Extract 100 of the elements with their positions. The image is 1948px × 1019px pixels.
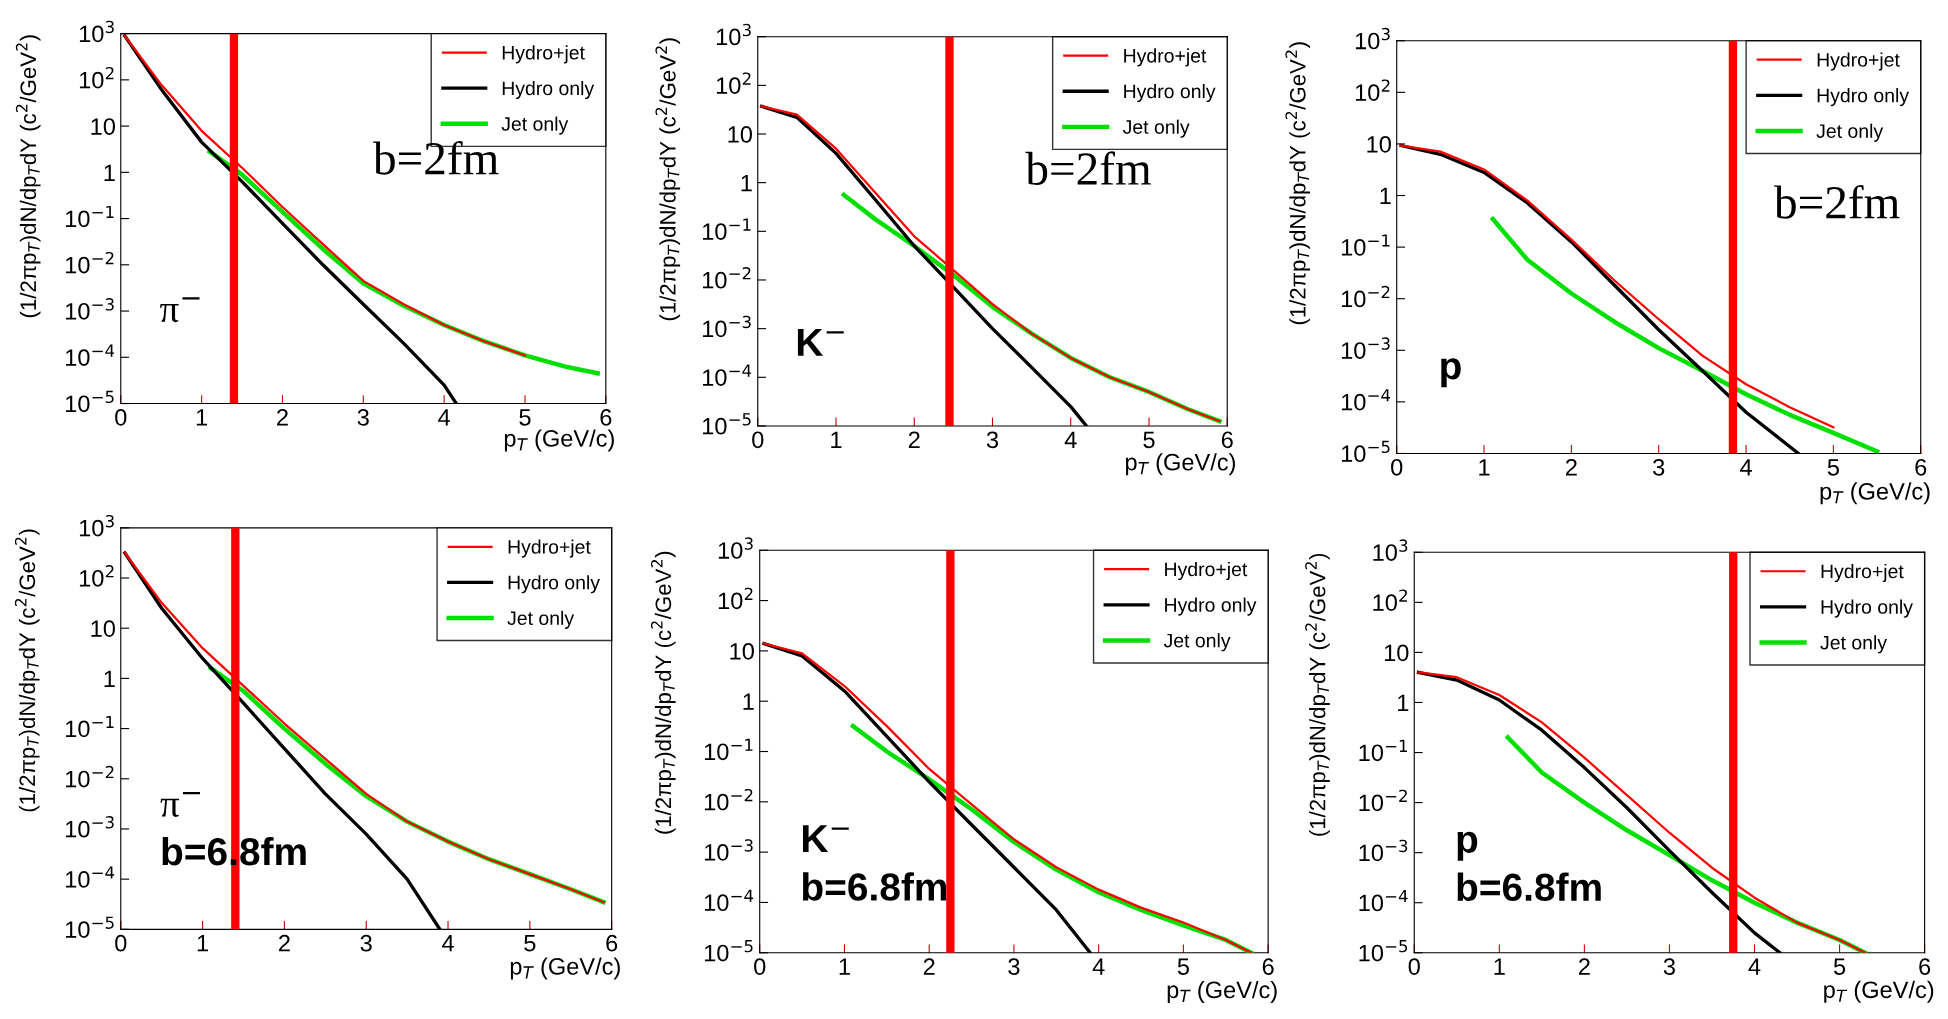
text: (1/2πp$_{T}$)dN/dp$_{T}$dY (c$^{2}$/GeV$^{2}$)	[15, 35, 41, 318]
text: (1/2πp$_{T}$)dN/dp$_{T}$dY (c$^{2}$/GeV$^{2}$)	[1285, 42, 1311, 325]
legend-label: Jet only	[1816, 123, 1884, 142]
y-tick-label: 10	[730, 642, 754, 660]
y-tick-label: 10$^{−4}$	[1359, 890, 1408, 912]
x-axis-title: p$_{T}$ (GeV/c)	[1167, 980, 1277, 1003]
y-tick-label: 1	[104, 164, 115, 181]
x-tick-label: 2	[908, 431, 920, 448]
y-tick-label: 10$^{−5}$	[66, 390, 114, 413]
x-tick-label: 0	[115, 934, 127, 952]
annotation: b=2fm	[1025, 151, 1151, 186]
legend-label: Jet only	[501, 116, 569, 135]
y-tick-label: 10$^{−1}$	[1341, 234, 1390, 256]
y-tick-label: 10$^{3}$	[1373, 539, 1408, 561]
x-tick-label: 1	[197, 935, 209, 952]
y-tick-label: 1	[1380, 187, 1391, 205]
legend-label: Jet only	[1820, 635, 1887, 654]
x-tick-label: 0	[754, 958, 766, 975]
x-tick-label: 5	[1177, 958, 1189, 975]
x-tick-label: 6	[1915, 458, 1927, 476]
annotation: b=6.8fm	[802, 872, 947, 901]
x-tick-label: 2	[1579, 958, 1590, 975]
x-tick-label: 4	[1064, 431, 1077, 448]
legend-label: Hydro only	[508, 575, 600, 594]
x-axis-title: p$_{T}$ (GeV/c)	[504, 429, 614, 452]
x-tick-label: 1	[1479, 459, 1490, 476]
legend-label: Jet only	[507, 610, 575, 629]
y-tick-label: 10$^{3}$	[79, 20, 114, 43]
y-tick-label: 10$^{3}$	[79, 514, 114, 537]
y-tick-label: 10$^{−5}$	[703, 413, 751, 435]
annotation: p	[1441, 358, 1461, 388]
text: (1/2πp$_{T}$)dN/dp$_{T}$dY (c$^{2}$/GeV$^{2}$)	[1305, 553, 1330, 836]
annotation: π$^{−}$	[160, 792, 200, 817]
y-tick-label: 10$^{−3}$	[704, 839, 753, 861]
legend-label: Hydro only	[1124, 83, 1216, 103]
y-tick-label: 10$^{2}$	[79, 66, 114, 89]
y-tick-label: 1	[743, 693, 754, 710]
annotation: b=2fm	[373, 140, 499, 175]
y-tick-label: 10$^{−2}$	[1341, 285, 1390, 308]
x-tick-label: 2	[1566, 458, 1577, 476]
y-tick-label: 10$^{2}$	[716, 72, 751, 94]
annotation: K$^{−}$	[802, 825, 849, 853]
x-tick-label: 6	[1919, 958, 1931, 975]
legend-label: Hydro+jet	[1124, 48, 1207, 67]
y-tick-label: 10	[1384, 644, 1409, 662]
annotation: K$^{−}$	[797, 329, 844, 356]
y-tick-label: 10$^{−3}$	[703, 315, 751, 338]
x-tick-label: 3	[1663, 958, 1675, 975]
y-tick-label: 10$^{−2}$	[66, 251, 114, 274]
x-tick-label: 0	[752, 431, 764, 449]
y-tick-label: 10$^{−5}$	[66, 916, 114, 938]
annotation: b=2fm	[1774, 184, 1900, 219]
annotation: π$^{−}$	[160, 297, 200, 323]
x-tick-label: 4	[438, 409, 451, 426]
y-tick-label: 10$^{−3}$	[1341, 337, 1390, 359]
x-tick-label: 4	[1092, 958, 1105, 975]
y-tick-label: 10$^{−4}$	[703, 364, 752, 386]
x-axis-title: p$_{T}$ (GeV/c)	[510, 957, 620, 980]
y-tick-label: 10$^{−4}$	[66, 866, 115, 888]
y-tick-label: 10	[1367, 136, 1391, 153]
y-tick-label: 10$^{−1}$	[66, 205, 114, 228]
legend-label: Hydro only	[502, 80, 595, 100]
x-tick-label: 4	[1740, 459, 1752, 476]
legend-label: Jet only	[1163, 633, 1231, 652]
x-tick-label: 4	[1748, 958, 1761, 975]
x-tick-label: 5	[1143, 431, 1155, 449]
annotation: b=6.8fm	[1457, 872, 1601, 902]
x-axis-title: p$_{T}$ (GeV/c)	[1820, 482, 1930, 505]
x-tick-label: 0	[115, 409, 127, 426]
y-tick-label: 10	[728, 126, 752, 143]
y-tick-label: 10$^{−1}$	[66, 715, 114, 738]
y-tick-label: 1	[104, 670, 115, 687]
x-tick-label: 1	[1494, 958, 1505, 975]
y-tick-label: 10$^{2}$	[79, 565, 114, 587]
x-tick-label: 1	[831, 431, 842, 448]
legend-label: Hydro+jet	[1821, 563, 1904, 583]
x-tick-label: 6	[1221, 431, 1233, 449]
y-tick-label: 10$^{−2}$	[703, 267, 751, 289]
x-tick-label: 6	[1262, 958, 1274, 975]
y-tick-label: 10$^{−3}$	[66, 816, 114, 838]
y-tick-label: 10$^{−2}$	[704, 788, 753, 811]
annotation: p	[1457, 831, 1478, 861]
legend-label: Hydro+jet	[508, 539, 591, 558]
x-tick-label: 5	[1827, 459, 1839, 476]
y-tick-label: 10$^{−5}$	[1359, 940, 1408, 962]
x-tick-label: 3	[360, 934, 372, 952]
x-tick-label: 6	[600, 409, 612, 426]
y-tick-label: 10$^{−4}$	[66, 344, 115, 366]
x-tick-label: 3	[357, 409, 369, 426]
y-tick-label: 10$^{2}$	[718, 587, 753, 610]
x-axis-title: p$_{T}$ (GeV/c)	[1824, 980, 1934, 1003]
x-tick-label: 5	[519, 409, 531, 426]
text: (1/2πp$_{T}$)dN/dp$_{T}$dY (c$^{2}$/GeV$^{2}$)	[655, 38, 681, 321]
legend-label: Hydro only	[1821, 599, 1913, 618]
y-tick-label: 10$^{3}$	[718, 537, 753, 559]
y-tick-label: 10$^{−4}$	[1341, 389, 1391, 411]
x-tick-label: 6	[606, 934, 618, 952]
x-tick-label: 3	[1653, 458, 1665, 476]
y-tick-label: 10$^{−1}$	[703, 218, 751, 240]
y-tick-label: 10$^{3}$	[716, 23, 751, 46]
